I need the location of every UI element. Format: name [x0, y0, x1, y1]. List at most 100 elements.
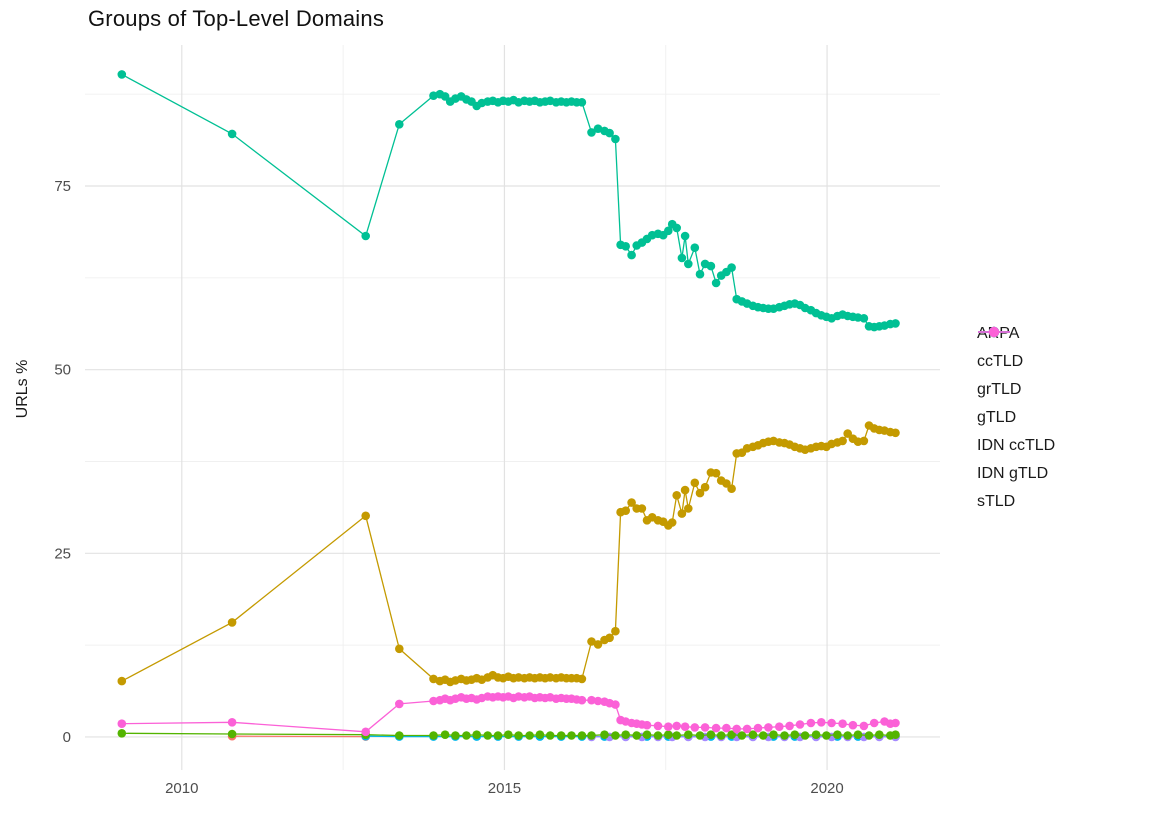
- data-point-sTLD: [732, 724, 741, 734]
- data-point-gTLD: [593, 124, 603, 133]
- data-point-grTLD: [472, 730, 482, 739]
- data-point-sTLD: [642, 720, 652, 730]
- legend-label: gTLD: [977, 408, 1017, 426]
- data-point-sTLD: [742, 724, 752, 734]
- data-point-sTLD: [775, 722, 784, 731]
- data-point-grTLD: [587, 731, 596, 740]
- data-point-gTLD: [695, 269, 705, 279]
- data-point-ccTLD: [117, 676, 127, 686]
- data-point-ccTLD: [838, 436, 847, 446]
- data-point-grTLD: [514, 731, 523, 740]
- y-tick-label: 0: [63, 729, 71, 746]
- data-point-sTLD: [664, 722, 673, 731]
- data-point-gTLD: [677, 253, 687, 263]
- data-point-sTLD: [838, 719, 847, 728]
- data-point-sTLD: [806, 718, 816, 728]
- data-point-ccTLD: [695, 488, 705, 498]
- data-point-ccTLD: [859, 436, 869, 446]
- data-point-ccTLD: [605, 633, 614, 643]
- data-point-sTLD: [611, 700, 620, 709]
- data-point-grTLD: [833, 730, 842, 739]
- data-point-grTLD: [440, 730, 450, 739]
- data-point-grTLD: [875, 730, 884, 739]
- data-point-ccTLD: [395, 644, 404, 654]
- y-tick-label: 25: [54, 545, 71, 562]
- data-point-grTLD: [843, 731, 852, 740]
- data-point-gTLD: [706, 261, 716, 271]
- legend-item-idn-cctld: IDN ccTLD: [977, 326, 1056, 455]
- data-point-grTLD: [451, 731, 460, 740]
- data-point-gTLD: [605, 128, 614, 138]
- data-point-grTLD: [504, 730, 513, 739]
- data-point-gTLD: [587, 128, 596, 137]
- legend: ARPA ccTLD grTLD gTLD IDN ccTLD IDN gTLD…: [977, 324, 1055, 511]
- data-point-gTLD: [891, 319, 900, 328]
- data-point-grTLD: [684, 730, 693, 739]
- data-point-grTLD: [117, 729, 127, 738]
- data-point-ccTLD: [722, 479, 731, 488]
- data-point-ccTLD: [680, 485, 690, 495]
- data-point-sTLD: [117, 719, 127, 728]
- data-point-grTLD: [758, 731, 768, 740]
- data-point-grTLD: [716, 731, 726, 740]
- data-point-gTLD: [672, 223, 681, 233]
- data-point-grTLD: [864, 731, 874, 740]
- data-point-sTLD: [859, 721, 869, 731]
- data-point-ccTLD: [672, 491, 681, 500]
- data-point-grTLD: [395, 731, 404, 740]
- data-point-ccTLD: [700, 482, 710, 492]
- data-point-gTLD: [621, 242, 630, 251]
- data-point-grTLD: [853, 730, 863, 739]
- data-point-sTLD: [227, 718, 237, 727]
- legend-item-gtld: gTLD: [977, 326, 1055, 427]
- data-point-grTLD: [545, 731, 555, 740]
- data-point-sTLD: [672, 721, 681, 731]
- data-point-gTLD: [117, 70, 127, 79]
- data-point-sTLD: [795, 720, 805, 729]
- data-point-ccTLD: [684, 504, 693, 513]
- data-point-gTLD: [680, 231, 690, 241]
- legend-item-stld: sTLD: [977, 326, 1055, 511]
- x-tick-label: 2010: [165, 780, 198, 797]
- data-point-ccTLD: [690, 478, 700, 488]
- data-point-sTLD: [690, 723, 700, 732]
- data-point-sTLD: [653, 721, 663, 731]
- x-tick-label: 2015: [488, 780, 521, 797]
- data-point-sTLD: [753, 723, 763, 733]
- data-point-sTLD: [361, 727, 371, 737]
- x-tick-label: 2020: [810, 780, 843, 797]
- data-point-ccTLD: [361, 511, 371, 521]
- data-point-grTLD: [664, 730, 673, 739]
- data-point-grTLD: [780, 731, 789, 740]
- data-point-sTLD: [827, 718, 836, 728]
- data-point-grTLD: [577, 731, 587, 740]
- data-point-sTLD: [848, 720, 858, 730]
- data-point-gTLD: [361, 231, 371, 241]
- data-point-gTLD: [684, 259, 693, 269]
- y-tick-label: 50: [54, 362, 71, 379]
- data-point-grTLD: [556, 731, 566, 740]
- y-axis-title: URLs %: [14, 359, 31, 419]
- data-point-ccTLD: [621, 506, 630, 515]
- data-point-grTLD: [642, 730, 652, 739]
- data-point-grTLD: [672, 731, 681, 740]
- data-point-gTLD: [395, 120, 404, 129]
- data-point-gTLD: [664, 226, 673, 236]
- legend-label: sTLD: [977, 492, 1016, 510]
- data-point-grTLD: [535, 730, 545, 739]
- data-point-sTLD: [680, 722, 690, 731]
- data-point-gTLD: [859, 314, 869, 323]
- data-point-grTLD: [706, 730, 716, 739]
- chart-title: Groups of Top-Level Domains: [88, 6, 385, 31]
- data-point-grTLD: [525, 731, 534, 740]
- legend-label: IDN ccTLD: [977, 436, 1056, 454]
- data-point-gTLD: [711, 278, 721, 288]
- legend-label: ccTLD: [977, 352, 1024, 370]
- data-point-gTLD: [227, 129, 237, 139]
- data-point-grTLD: [227, 729, 237, 739]
- data-point-sTLD: [700, 723, 710, 732]
- legend-item-grtld: grTLD: [977, 326, 1055, 399]
- legend-label: IDN gTLD: [977, 464, 1049, 482]
- data-point-ccTLD: [711, 468, 721, 478]
- data-point-ccTLD: [637, 504, 647, 513]
